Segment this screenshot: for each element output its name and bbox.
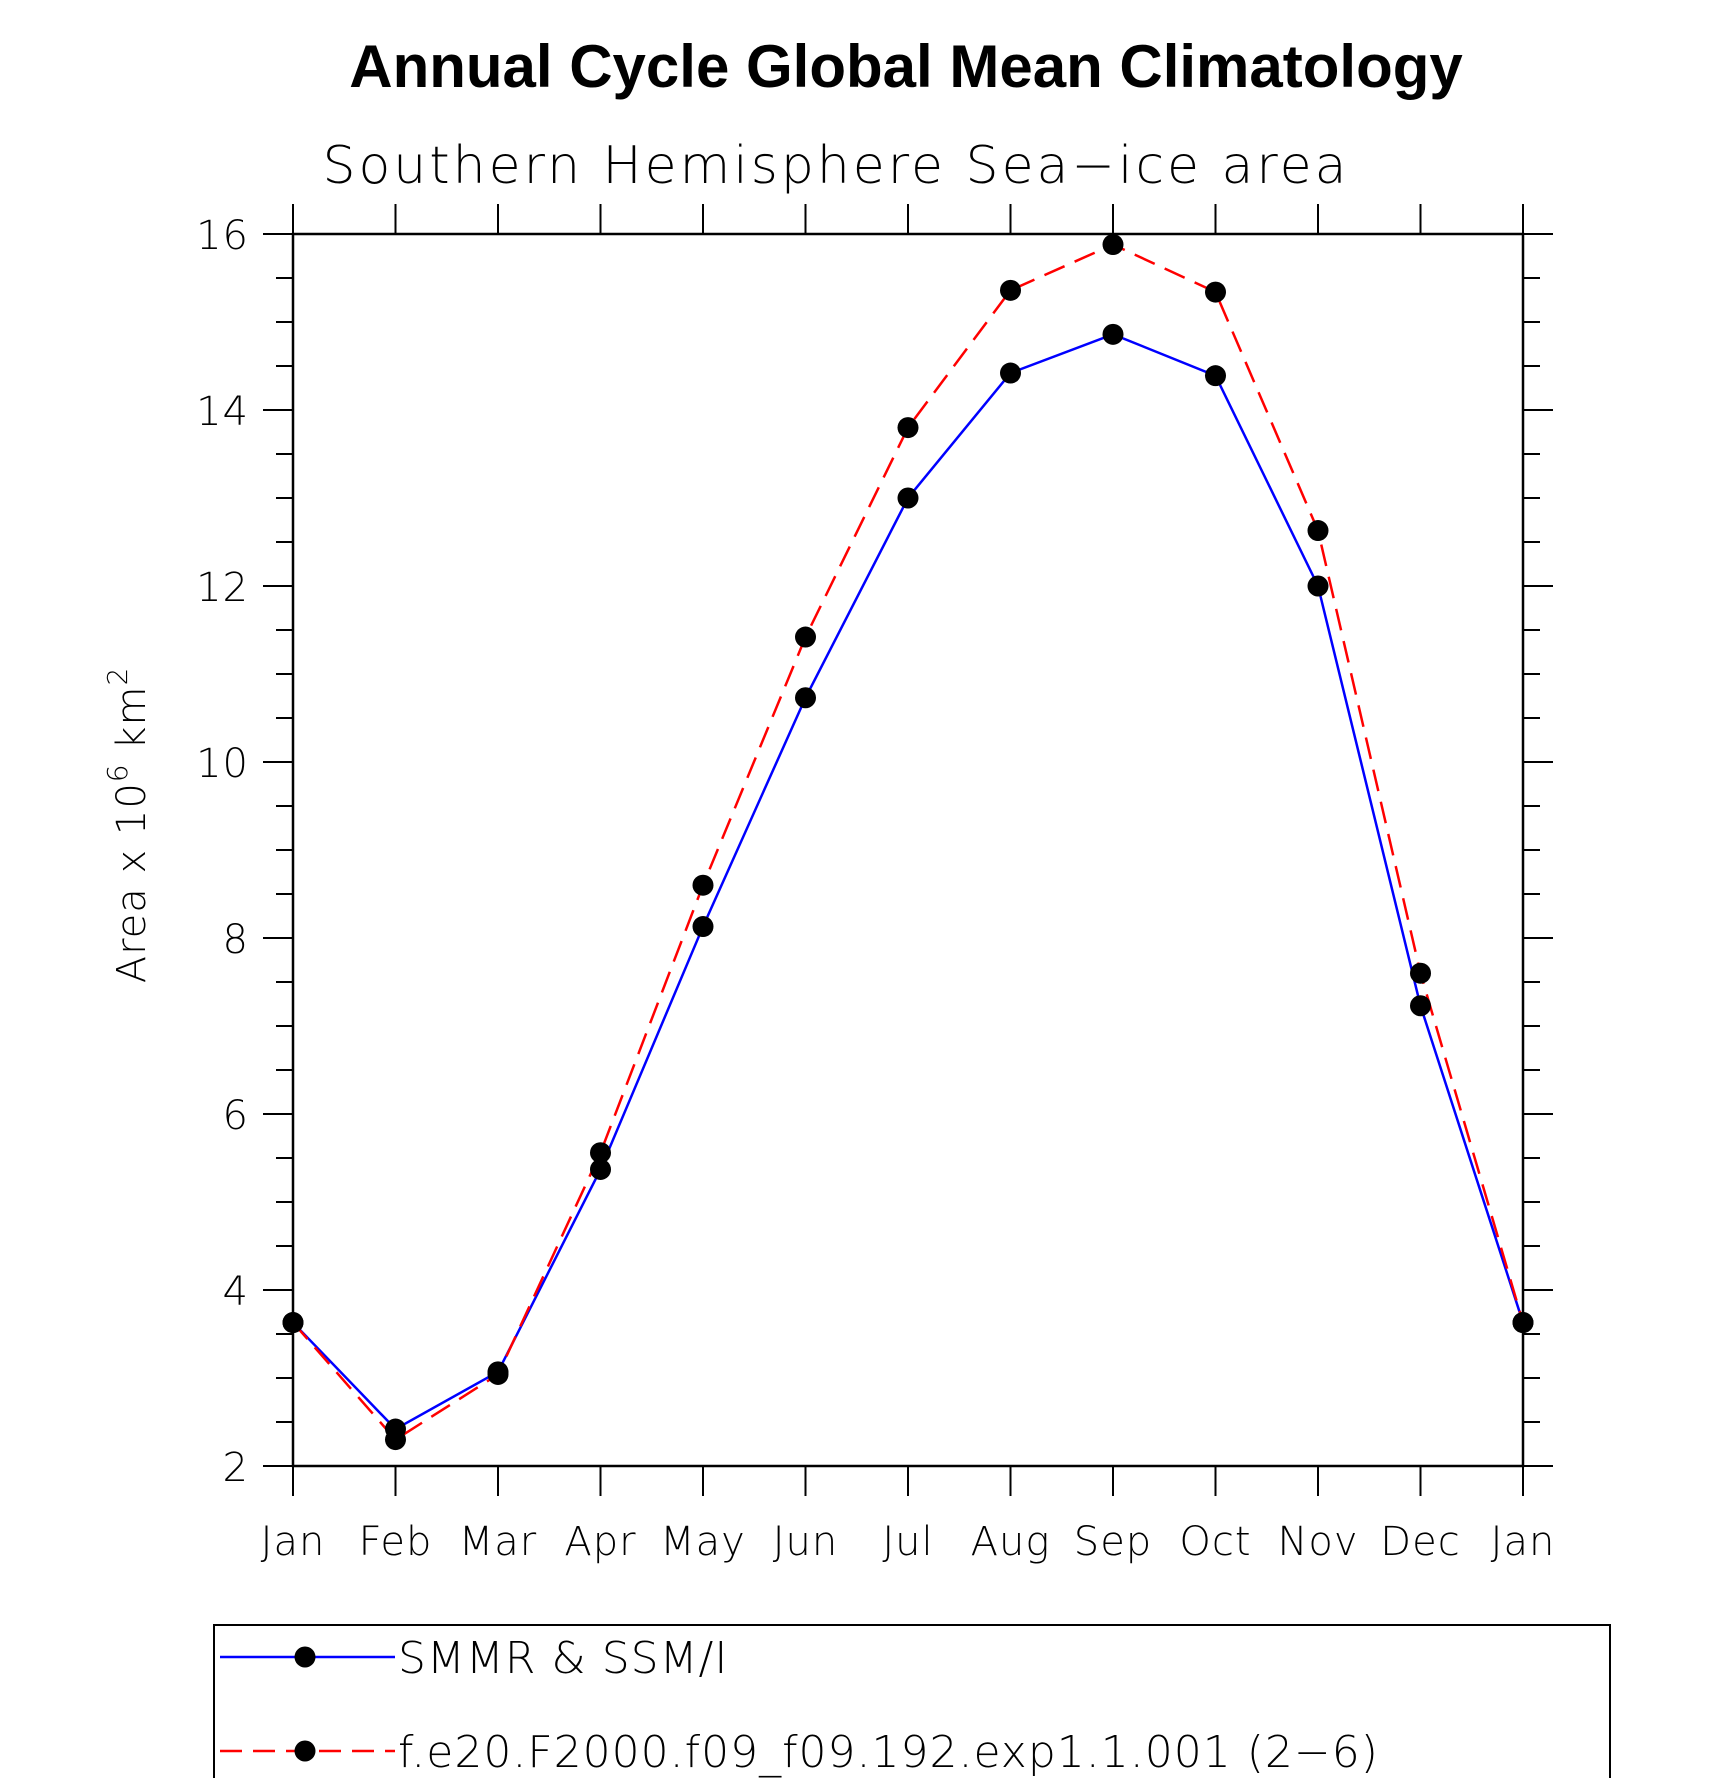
y-tick-label: 16 — [196, 213, 249, 259]
x-tick-label: Mar — [459, 1519, 537, 1565]
y-axis-label: Area x 106 km2 — [101, 667, 155, 984]
x-tick-label: Dec — [1380, 1519, 1460, 1565]
series-2-marker — [385, 1429, 406, 1451]
x-tick-label: May — [660, 1519, 746, 1565]
x-tick-label: Feb — [359, 1519, 433, 1565]
y-tick-label: 14 — [196, 389, 249, 435]
x-tick-label: Oct — [1179, 1519, 1251, 1565]
y-tick-label: 2 — [223, 1445, 249, 1491]
series-2-marker — [590, 1142, 611, 1164]
y-axis-label-unit: km — [109, 686, 155, 764]
legend-label-1: SMMR & SSM/I — [398, 1633, 728, 1684]
series-1-marker — [1205, 365, 1226, 387]
x-tick-label: Jan — [261, 1519, 326, 1565]
series-2-marker — [897, 417, 919, 439]
series-2-marker — [282, 1312, 304, 1334]
series-1-marker — [590, 1158, 611, 1180]
x-tick-label: Apr — [564, 1519, 636, 1565]
series-1-marker — [1307, 575, 1329, 597]
series-2-marker — [692, 874, 714, 896]
series-1-marker — [897, 487, 919, 509]
legend-label-2: f.e20.F2000.f09_f09.192.exp1.1.001 (2−6) — [398, 1727, 1379, 1778]
series-2-marker — [1512, 1312, 1534, 1334]
chart-subtitle: Southern Hemisphere Sea−ice area — [322, 136, 1349, 196]
axes: 2 4 6 8 10 12 14 16 Jan Feb Mar Apr May Jun Jul Aug Sep O… — [196, 204, 1556, 1565]
y-axis-label-exp2: 2 — [101, 667, 134, 686]
y-tick-label: 10 — [196, 741, 249, 787]
series-1-marker — [1102, 323, 1124, 345]
series-2-marker — [795, 626, 816, 648]
y-axis-label-prefix: Area x 10 — [109, 782, 155, 983]
series-2-marker — [1410, 962, 1431, 984]
series-2-marker — [1307, 520, 1329, 542]
x-tick-label: Nov — [1277, 1519, 1358, 1565]
series-2-marker — [1000, 279, 1021, 301]
y-tick-label: 8 — [223, 917, 249, 963]
series-1-marker — [1000, 362, 1021, 384]
x-tick-label: Jan — [1491, 1519, 1556, 1565]
x-tick-label: Aug — [971, 1519, 1051, 1565]
series-1-marker — [795, 687, 816, 709]
y-axis-label-exp: 6 — [101, 763, 134, 782]
x-tick-label: Jun — [773, 1519, 839, 1565]
series-2-marker — [487, 1363, 509, 1385]
y-tick-label: 6 — [223, 1093, 249, 1139]
series-2-marker — [1205, 281, 1226, 303]
chart-title: Annual Cycle Global Mean Climatology — [349, 33, 1463, 100]
legend: SMMR & SSM/I f.e20.F2000.f09_f09.192.exp1… — [220, 1633, 1379, 1778]
series-layer — [282, 234, 1534, 1451]
legend-marker-2 — [294, 1740, 316, 1762]
y-tick-label: 4 — [223, 1269, 249, 1315]
series-2-marker — [1102, 234, 1124, 256]
x-tick-label: Sep — [1074, 1519, 1152, 1565]
legend-marker-1 — [294, 1646, 316, 1668]
x-tick-label: Jul — [882, 1519, 933, 1565]
y-tick-label: 12 — [196, 565, 249, 611]
series-1-marker — [1410, 995, 1431, 1017]
series-1-marker — [692, 916, 714, 938]
legend-box — [213, 1624, 1611, 1778]
